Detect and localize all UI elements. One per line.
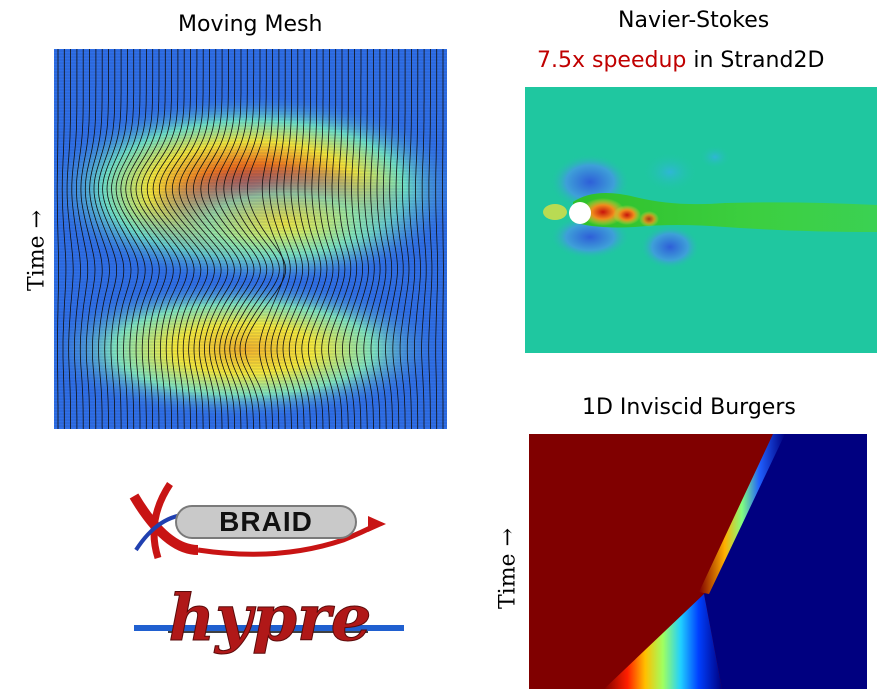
mesh-vertical-line: [399, 49, 410, 429]
mesh-vertical-line: [185, 49, 235, 429]
mesh-vertical-line: [106, 49, 139, 429]
mesh-vertical-line: [152, 49, 202, 429]
speedup-caption: 7.5x speedup in Strand2D: [537, 48, 824, 73]
mesh-vertical-line: [231, 49, 274, 429]
mesh-vertical-line: [349, 49, 369, 429]
mesh-vertical-line: [363, 49, 381, 429]
mesh-vertical-line: [130, 49, 174, 429]
mesh-vertical-line: [66, 49, 74, 429]
ns-hot-spot-1: [581, 198, 625, 226]
mesh-vertical-lines: [56, 49, 444, 429]
mesh-vertical-line: [111, 49, 146, 429]
navier-stokes-title: Navier-Stokes: [618, 8, 770, 33]
hypre-underline-blue: [134, 625, 404, 631]
mesh-vertical-line: [414, 49, 421, 429]
mesh-vertical-line: [84, 49, 103, 429]
mesh-vertical-line: [334, 49, 358, 429]
mesh-vertical-line: [135, 49, 181, 429]
mesh-vertical-line: [356, 49, 375, 429]
burgers-rarefaction-fan: [604, 594, 722, 689]
mesh-vertical-line: [406, 49, 416, 429]
xbraid-red-tail: [197, 522, 378, 557]
ns-cylinder: [569, 202, 591, 224]
mesh-vertical-line: [207, 49, 255, 429]
hypre-underline-dark: [168, 631, 368, 633]
hypre-wordmark: hypre: [169, 581, 372, 656]
mesh-vertical-line: [442, 49, 444, 429]
mesh-vertical-line: [314, 49, 340, 429]
mesh-vertical-line: [115, 49, 153, 429]
burgers-right-state: [704, 434, 867, 689]
mesh-vertical-line: [80, 49, 96, 429]
mesh-vertical-line: [97, 49, 125, 429]
moving-mesh-title: Moving Mesh: [178, 12, 323, 37]
navier-stokes-image: [525, 87, 877, 353]
mesh-vertical-line: [102, 49, 132, 429]
mesh-vertical-line: [258, 49, 285, 429]
mesh-vertical-line: [141, 49, 188, 429]
ns-vortex-faint: [699, 145, 731, 169]
mesh-vertical-line: [93, 49, 117, 429]
mesh-vertical-line: [158, 49, 209, 429]
mesh-vertical-line: [328, 49, 352, 429]
mesh-vertical-line: [178, 49, 229, 429]
ns-stagnation: [543, 204, 567, 220]
moving-mesh-image: [54, 49, 447, 429]
mesh-vertical-line: [244, 49, 287, 429]
mesh-vertical-line: [223, 49, 268, 429]
mesh-vertical-line: [270, 49, 297, 429]
ns-hot-spot-3: [639, 211, 659, 227]
mesh-vertical-line: [165, 49, 215, 429]
mesh-vertical-line: [341, 49, 364, 429]
speedup-value: 7.5x speedup: [537, 48, 687, 73]
xbraid-red-strand-2: [150, 482, 173, 560]
ns-vortex-lower-mid: [640, 225, 700, 269]
speedup-suffix: in Strand2D: [686, 48, 825, 73]
mesh-vertical-line: [421, 49, 427, 429]
mesh-vertical-line: [377, 49, 393, 429]
logos-area: BRAID hypre: [129, 482, 404, 657]
mesh-vertical-line: [392, 49, 404, 429]
mesh-vertical-line: [385, 49, 398, 429]
burgers-image: [529, 434, 867, 689]
hypre-logo: hypre: [134, 581, 404, 657]
xbraid-pill: [175, 505, 357, 539]
mesh-vertical-line: [295, 49, 322, 429]
mesh-vertical-line: [215, 49, 261, 429]
mesh-vertical-line: [435, 49, 439, 429]
mesh-vertical-line: [276, 49, 304, 429]
xbraid-arrow-head: [368, 516, 386, 532]
mesh-vertical-line: [71, 49, 81, 429]
mesh-vertical-line: [264, 49, 291, 429]
mesh-vertical-line: [61, 49, 67, 429]
xbraid-wordmark: BRAID: [219, 506, 313, 537]
mesh-vertical-line: [370, 49, 387, 429]
mesh-vertical-line: [288, 49, 316, 429]
mesh-vertical-line: [192, 49, 242, 429]
mesh-vertical-line: [125, 49, 167, 429]
burgers-shock: [699, 434, 785, 594]
burgers-time-axis-label: Time →: [495, 527, 521, 610]
mesh-vertical-line: [200, 49, 248, 429]
moving-mesh-time-axis-label: Time →: [24, 209, 50, 292]
mesh-vertical-line: [428, 49, 433, 429]
ns-vortex-upper-mid: [642, 152, 698, 192]
mesh-vertical-line: [146, 49, 195, 429]
burgers-title: 1D Inviscid Burgers: [582, 395, 796, 420]
mesh-vertical-line: [321, 49, 346, 429]
mesh-vertical-line: [56, 49, 59, 429]
mesh-vertical-line: [307, 49, 334, 429]
mesh-vertical-line: [171, 49, 222, 429]
mesh-vertical-line: [282, 49, 310, 429]
xbraid-red-strand: [129, 493, 199, 555]
xbraid-logo: BRAID: [129, 482, 386, 560]
mesh-vertical-line: [76, 49, 89, 429]
mesh-vertical-line: [239, 49, 280, 429]
ns-hot-spot-2: [613, 205, 641, 225]
mesh-vertical-line: [89, 49, 110, 429]
mesh-vertical-line: [120, 49, 160, 429]
mesh-vertical-line: [301, 49, 328, 429]
